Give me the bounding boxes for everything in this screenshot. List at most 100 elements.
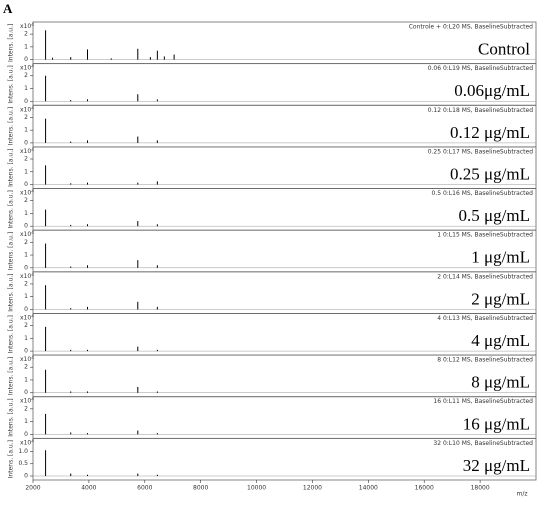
y-tick-label: 1	[24, 252, 28, 259]
y-scale-base: x10	[20, 147, 31, 154]
y-tick-label: 2	[24, 239, 28, 246]
y-axis-label: Intens. [a.u.]	[8, 232, 15, 270]
y-scale: x104	[20, 271, 34, 279]
y-scale: x104	[20, 230, 34, 238]
x-tick-label: 14000	[359, 485, 378, 492]
panel-header: 1 0:L15 MS, BaselineSubtracted	[437, 232, 533, 239]
y-tick-label: 2	[24, 72, 28, 79]
y-tick-label: 0.5	[18, 460, 28, 467]
y-tick-label: 2	[24, 114, 28, 121]
y-scale-exponent: 4	[31, 63, 34, 69]
y-scale: x104	[20, 188, 34, 196]
panel-header: 32 0:L10 MS, BaselineSubtracted	[433, 440, 533, 447]
y-scale-base: x10	[20, 314, 31, 321]
y-scale-exponent: 4	[31, 396, 34, 402]
y-tick-label: 1	[24, 418, 28, 425]
y-axis-label: Intens. [a.u.]	[8, 357, 15, 395]
panel-label: 32 μg/mL	[463, 456, 530, 475]
y-scale-base: x10	[20, 272, 31, 279]
panel-header: Controle + 0:L20 MS, BaselineSubtracted	[409, 24, 533, 31]
y-scale-base: x10	[20, 23, 31, 30]
y-axis-label: Intens. [a.u.]	[8, 398, 15, 436]
y-scale-exponent: 4	[31, 355, 34, 361]
y-scale-base: x10	[20, 397, 31, 404]
panel-header: 4 0:L13 MS, BaselineSubtracted	[437, 315, 533, 322]
y-tick-label: 1	[24, 127, 28, 134]
panel-header: 16 0:L11 MS, BaselineSubtracted	[433, 398, 533, 405]
y-tick-label: 2	[24, 31, 28, 38]
x-tick-label: 4000	[81, 485, 96, 492]
y-tick-label: 2	[24, 364, 28, 371]
panel-header: 0.12 0:L18 MS, BaselineSubtracted	[428, 107, 533, 114]
y-tick-label: 2	[24, 156, 28, 163]
y-axis-label: Intens. [a.u.]	[8, 440, 15, 478]
y-axis-label: Intens. [a.u.]	[8, 190, 15, 228]
y-tick-label: 1	[24, 293, 28, 300]
y-tick-label: 0	[24, 139, 28, 146]
x-tick-label: 8000	[193, 485, 208, 492]
x-axis-label: m/z	[516, 491, 527, 498]
y-scale-base: x10	[20, 439, 31, 446]
y-axis-label: Intens. [a.u.]	[8, 107, 15, 145]
y-tick-label: 0	[24, 223, 28, 230]
figure-label: A	[3, 1, 13, 16]
y-tick-label: 1	[24, 43, 28, 50]
y-tick-label: 1	[24, 335, 28, 342]
y-tick-label: 1.0	[18, 448, 28, 455]
y-scale-base: x10	[20, 356, 31, 363]
x-tick-label: 18000	[471, 485, 490, 492]
panel-header: 0.5 0:L16 MS, BaselineSubtracted	[432, 190, 534, 197]
y-scale-exponent: 4	[31, 22, 34, 28]
y-tick-label: 0	[24, 98, 28, 105]
y-scale: x104	[20, 396, 34, 404]
y-scale: x104	[20, 438, 34, 446]
panel-header: 0.25 0:L17 MS, BaselineSubtracted	[428, 148, 533, 155]
y-scale-base: x10	[20, 64, 31, 71]
y-tick-label: 0	[24, 431, 28, 438]
y-scale: x104	[20, 105, 34, 113]
y-scale-exponent: 4	[31, 438, 34, 444]
x-tick-label: 16000	[415, 485, 434, 492]
y-scale: x104	[20, 355, 34, 363]
y-tick-label: 0	[24, 306, 28, 313]
panel-label: 0.5 μg/mL	[459, 206, 530, 225]
y-scale: x104	[20, 146, 34, 154]
panel-label: 1 μg/mL	[471, 248, 530, 267]
panel-label: 0.12 μg/mL	[450, 123, 530, 142]
y-tick-label: 0	[24, 264, 28, 271]
y-scale: x104	[20, 313, 34, 321]
y-scale-exponent: 4	[31, 313, 34, 319]
y-scale-exponent: 4	[31, 271, 34, 277]
y-tick-label: 1	[24, 85, 28, 92]
y-tick-label: 2	[24, 280, 28, 287]
panel-label: 16 μg/mL	[463, 414, 530, 433]
y-tick-label: 0	[24, 389, 28, 396]
y-tick-label: 2	[24, 197, 28, 204]
y-tick-label: 0	[24, 473, 28, 480]
y-tick-label: 2	[24, 405, 28, 412]
panel-label: Control	[478, 40, 530, 59]
panel-label: 0.25 μg/mL	[450, 164, 530, 183]
y-scale: x104	[20, 22, 34, 30]
y-scale-exponent: 4	[31, 230, 34, 236]
y-tick-label: 1	[24, 376, 28, 383]
x-tick-label: 12000	[303, 485, 322, 492]
y-axis-label: Intens. [a.u.]	[8, 315, 15, 353]
y-axis-label: Intens. [a.u.]	[8, 149, 15, 187]
y-tick-label: 0	[24, 181, 28, 188]
x-tick-label: 10000	[247, 485, 266, 492]
y-scale-exponent: 4	[31, 105, 34, 111]
panel-header: 8 0:L12 MS, BaselineSubtracted	[437, 357, 533, 364]
panel-header: 2 0:L14 MS, BaselineSubtracted	[437, 273, 533, 280]
y-tick-label: 0	[24, 56, 28, 63]
y-scale-base: x10	[20, 231, 31, 238]
y-scale-exponent: 4	[31, 146, 34, 152]
x-tick-label: 2000	[25, 485, 40, 492]
panel-label: 2 μg/mL	[471, 289, 530, 308]
y-axis-label: Intens. [a.u.]	[8, 24, 15, 62]
y-tick-label: 1	[24, 168, 28, 175]
y-axis-label: Intens. [a.u.]	[8, 273, 15, 311]
y-scale-exponent: 4	[31, 188, 34, 194]
panel-header: 0.06 0:L19 MS, BaselineSubtracted	[428, 65, 533, 72]
